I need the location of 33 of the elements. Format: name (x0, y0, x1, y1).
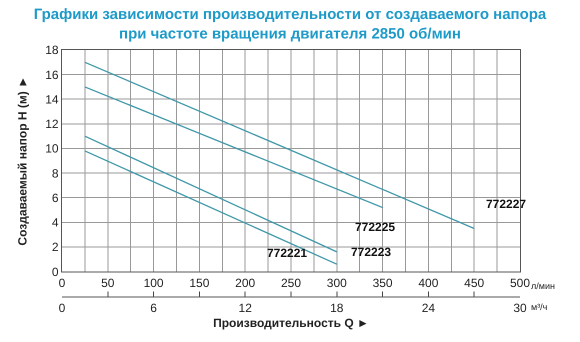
y-axis-title: Создаваемый напор H (м) ► (16, 76, 30, 246)
x-tick-label: 300 (326, 276, 348, 290)
y-tick-label: 14 (45, 92, 59, 106)
text: м³/ч (531, 302, 548, 312)
y-tick-label: 8 (52, 166, 59, 180)
y-tick-label: 0 (52, 264, 59, 279)
y-tick-label: 10 (45, 142, 59, 156)
x-tick-label: 100 (144, 276, 164, 290)
text: л/мин (531, 281, 555, 291)
x2-axis-title: Производительность Q ► (213, 316, 369, 330)
y-tick-label: 4 (52, 216, 59, 230)
x-tick-label: 50 (101, 276, 115, 290)
y-tick-label: 6 (52, 190, 59, 205)
x-tick-label: 500 (510, 276, 530, 290)
y-tick-label: 2 (52, 240, 59, 254)
x-tick-label: 200 (235, 276, 256, 290)
x-tick-label: 450 (464, 276, 485, 290)
x-tick-label: 250 (280, 276, 302, 290)
x2-tick-label: 30 (513, 300, 527, 315)
x-tick-label: 350 (372, 276, 393, 290)
x2-tick-label: 6 (150, 300, 158, 315)
y-tick-label: 18 (45, 43, 59, 58)
chart-title: Графики зависимости производительности от создаваемого напора при частоте вращения двигателя 2850 об/мин (34, 6, 547, 42)
series-label: 772223 (351, 245, 392, 259)
x2-tick-label: 18 (330, 300, 344, 315)
x-tick-label: 150 (189, 276, 210, 290)
y-tick-label: 16 (45, 68, 59, 82)
x-tick-label: 400 (418, 276, 439, 290)
series-label: 772221 (267, 246, 308, 260)
x2-tick-label: 24 (422, 300, 436, 315)
series-label: 772225 (355, 220, 396, 234)
y-tick-label: 12 (45, 117, 59, 132)
x2-tick-label: 12 (238, 300, 252, 315)
